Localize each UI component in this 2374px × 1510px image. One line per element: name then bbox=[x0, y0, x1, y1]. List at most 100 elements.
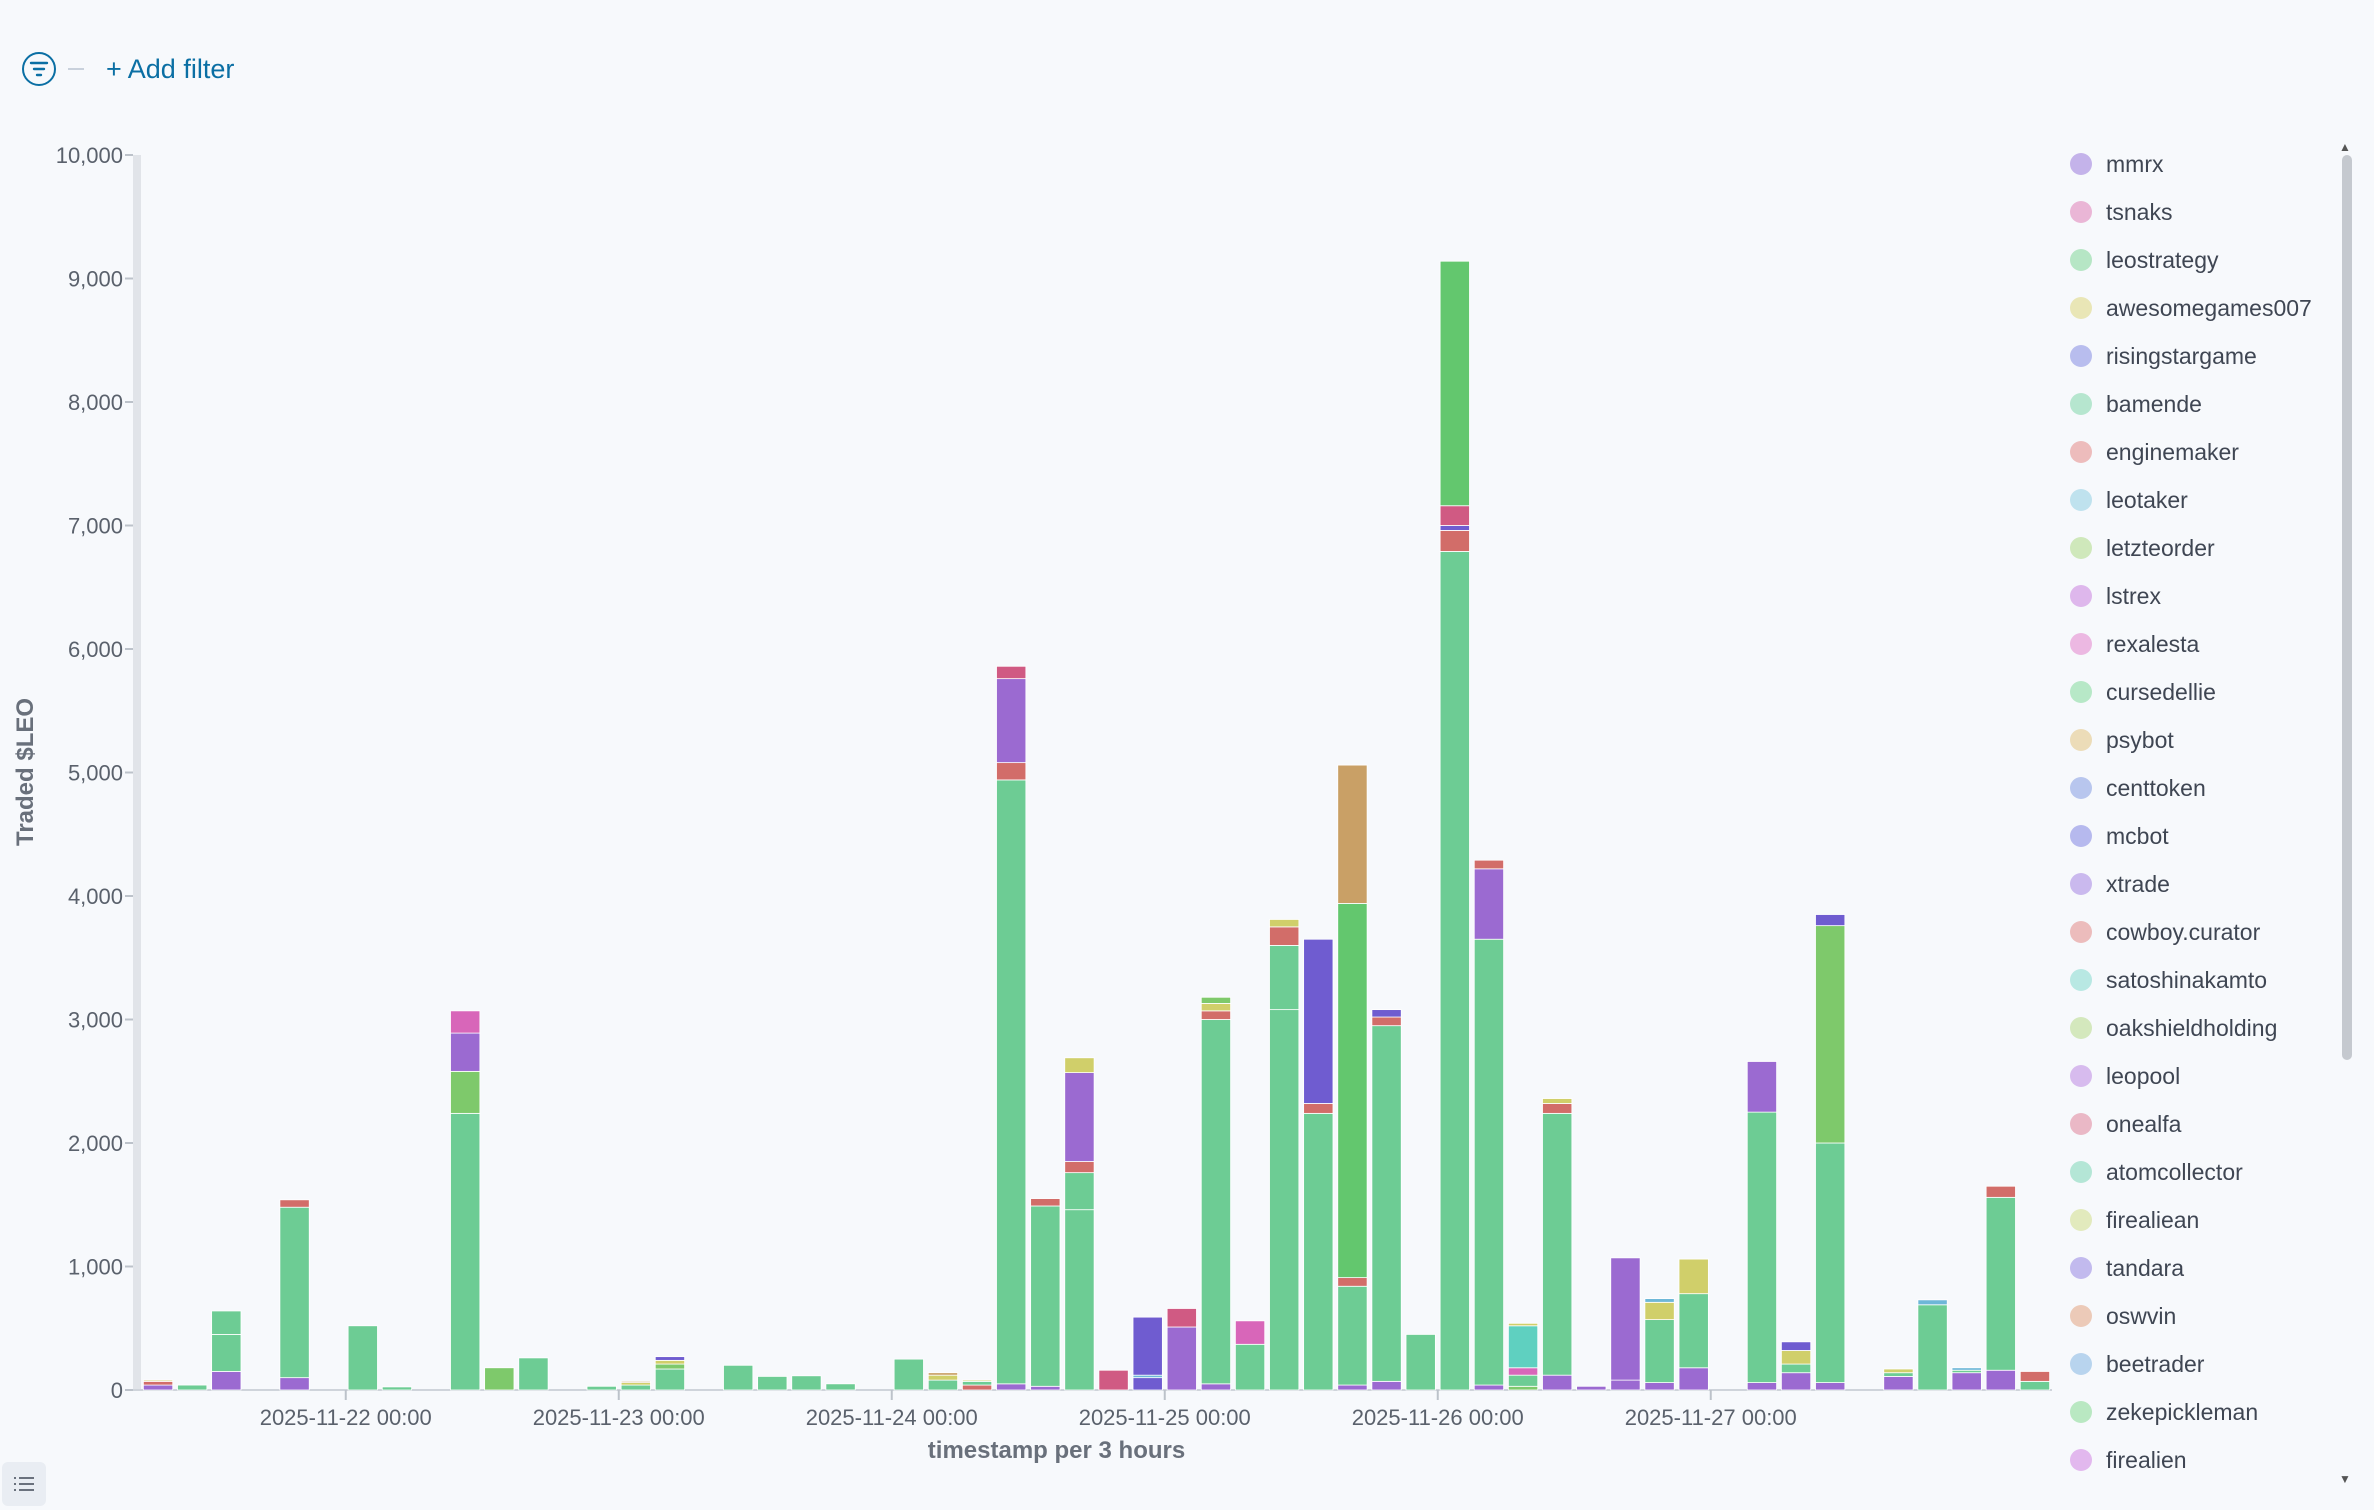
legend-item[interactable]: lstrex bbox=[2070, 572, 2340, 620]
bar-segment bbox=[211, 1334, 242, 1372]
legend-swatch bbox=[2070, 1257, 2092, 1279]
bar-segment bbox=[996, 779, 1027, 1385]
stacked-bar-chart: 0 1,000 2,000 3,000 4,000 5,000 6,000 7,000 8,00… bbox=[12, 143, 2052, 1464]
legend-item[interactable]: satoshinakamto bbox=[2070, 956, 2340, 1004]
bar-segment bbox=[484, 1367, 515, 1391]
legend-item[interactable]: leostrategy bbox=[2070, 236, 2340, 284]
bar-segment bbox=[1746, 1111, 1778, 1383]
legend-swatch bbox=[2070, 1401, 2092, 1423]
legend-item[interactable]: centtoken bbox=[2070, 764, 2340, 812]
bar-segment bbox=[1610, 1379, 1641, 1391]
bar-segment bbox=[1064, 1172, 1095, 1211]
legend-item[interactable]: leotaker bbox=[2070, 476, 2340, 524]
legend-label: bamende bbox=[2106, 390, 2202, 417]
x-tick-label: 2025-11-23 00:00 bbox=[533, 1405, 705, 1430]
scroll-up-arrow-icon[interactable]: ▲ bbox=[2339, 140, 2351, 154]
legend-item[interactable]: firealiean bbox=[2070, 1196, 2340, 1244]
legend-item[interactable]: mcbot bbox=[2070, 812, 2340, 860]
legend-item[interactable]: letzteorder bbox=[2070, 524, 2340, 572]
bar-segment bbox=[1166, 1326, 1197, 1391]
legend-toggle-button[interactable] bbox=[2, 1462, 46, 1506]
legend-item[interactable]: tandara bbox=[2070, 1244, 2340, 1292]
legend-item[interactable]: rexalesta bbox=[2070, 620, 2340, 668]
y-tick-label: 5,000 bbox=[68, 761, 123, 786]
legend-item[interactable]: tsnaks bbox=[2070, 188, 2340, 236]
legend-item[interactable]: mmrx bbox=[2070, 140, 2340, 188]
x-tick-label: 2025-11-24 00:00 bbox=[806, 1405, 978, 1430]
bar-segment bbox=[450, 1010, 481, 1034]
legend-item[interactable]: firealien bbox=[2070, 1436, 2340, 1484]
bar-segment bbox=[1780, 1350, 1812, 1365]
bar-segment bbox=[1337, 1384, 1368, 1391]
bar-segment bbox=[1815, 914, 1846, 927]
bar-segment bbox=[1064, 1072, 1095, 1162]
filter-icon[interactable] bbox=[22, 52, 56, 86]
legend-swatch bbox=[2070, 153, 2092, 175]
bar-segment bbox=[1644, 1319, 1675, 1383]
legend-label: xtrade bbox=[2106, 870, 2170, 897]
bar-segment bbox=[1337, 1277, 1368, 1287]
bar-segment bbox=[1678, 1367, 1709, 1391]
bar-segment bbox=[1303, 1112, 1334, 1391]
bar-segment bbox=[1064, 1057, 1095, 1074]
legend-swatch bbox=[2070, 585, 2092, 607]
legend-item[interactable]: oswvin bbox=[2070, 1292, 2340, 1340]
legend-label: centtoken bbox=[2106, 774, 2206, 801]
legend-label: awesomegames007 bbox=[2106, 294, 2312, 321]
legend-scrollbar-thumb[interactable] bbox=[2342, 155, 2352, 1060]
legend-label: firealien bbox=[2106, 1446, 2187, 1473]
legend-label: psybot bbox=[2106, 726, 2174, 753]
legend-item[interactable]: risingstargame bbox=[2070, 332, 2340, 380]
legend-swatch bbox=[2070, 537, 2092, 559]
legend-item[interactable]: atomcollector bbox=[2070, 1148, 2340, 1196]
bar-segment bbox=[1269, 1009, 1300, 1391]
legend-item[interactable]: xtrade bbox=[2070, 860, 2340, 908]
bar-segment bbox=[1507, 1325, 1539, 1369]
legend-label: firealiean bbox=[2106, 1206, 2200, 1233]
bar-segment bbox=[1985, 1185, 2016, 1198]
legend-swatch bbox=[2070, 633, 2092, 655]
add-filter-button[interactable]: + Add filter bbox=[106, 53, 235, 84]
bar-segment bbox=[279, 1199, 310, 1208]
bar-segment bbox=[1780, 1372, 1812, 1391]
bar-segment bbox=[1951, 1367, 1982, 1371]
x-tick-label: 2025-11-22 00:00 bbox=[260, 1405, 432, 1430]
legend-item[interactable]: bamende bbox=[2070, 380, 2340, 428]
bar-segment bbox=[1576, 1385, 1607, 1391]
legend-item[interactable]: awesomegames007 bbox=[2070, 284, 2340, 332]
list-icon bbox=[14, 1477, 34, 1491]
bar-segment bbox=[1200, 996, 1232, 1004]
y-tick-label: 0 bbox=[111, 1378, 123, 1403]
legend-swatch bbox=[2070, 1353, 2092, 1375]
legend-item[interactable]: enginemaker bbox=[2070, 428, 2340, 476]
scroll-down-arrow-icon[interactable]: ▼ bbox=[2339, 1472, 2351, 1486]
legend-label: enginemaker bbox=[2106, 438, 2239, 465]
y-tick-label: 7,000 bbox=[68, 514, 123, 539]
bar-segment bbox=[1780, 1341, 1812, 1351]
bar-segment bbox=[1200, 1010, 1232, 1020]
legend-item[interactable]: psybot bbox=[2070, 716, 2340, 764]
bar-segment bbox=[654, 1363, 686, 1370]
legend-item[interactable]: oakshieldholding bbox=[2070, 1004, 2340, 1052]
legend-label: risingstargame bbox=[2106, 342, 2257, 369]
legend-swatch bbox=[2070, 1065, 2092, 1087]
legend-item[interactable]: onealfa bbox=[2070, 1100, 2340, 1148]
bar-segment bbox=[1200, 1383, 1232, 1391]
legend-swatch bbox=[2070, 1209, 2092, 1231]
legend-swatch bbox=[2070, 441, 2092, 463]
legend-item[interactable]: cowboy.curator bbox=[2070, 908, 2340, 956]
legend-swatch bbox=[2070, 1113, 2092, 1135]
bar-segment bbox=[620, 1384, 651, 1391]
bar-segment bbox=[1371, 1025, 1402, 1382]
y-tick-label: 9,000 bbox=[68, 267, 123, 292]
legend-item[interactable]: beetrader bbox=[2070, 1340, 2340, 1388]
legend-label: cowboy.curator bbox=[2106, 918, 2261, 945]
legend-item[interactable]: cursedellie bbox=[2070, 668, 2340, 716]
bar-segment bbox=[518, 1357, 549, 1391]
legend-item[interactable]: zekepickleman bbox=[2070, 1388, 2340, 1436]
legend-item[interactable]: leopool bbox=[2070, 1052, 2340, 1100]
legend-swatch bbox=[2070, 249, 2092, 271]
legend-label: beetrader bbox=[2106, 1350, 2205, 1377]
bar-segment bbox=[1269, 945, 1300, 1011]
bar-segment bbox=[1064, 1161, 1095, 1174]
